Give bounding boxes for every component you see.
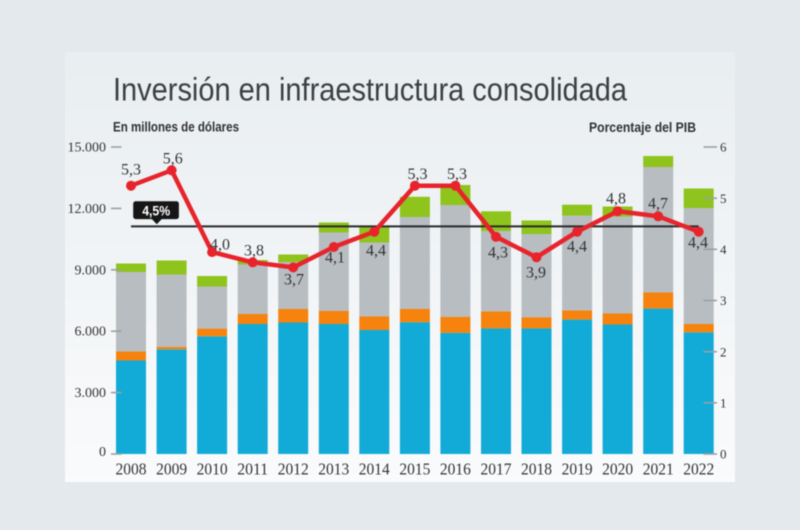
svg-text:4,0: 4,0 <box>210 236 230 253</box>
svg-text:6.000: 6.000 <box>75 325 107 340</box>
svg-text:2013: 2013 <box>318 460 349 479</box>
svg-text:0: 0 <box>720 447 727 462</box>
svg-text:3,8: 3,8 <box>244 242 264 259</box>
svg-text:4,1: 4,1 <box>325 249 345 266</box>
svg-text:2: 2 <box>720 344 727 359</box>
svg-text:2018: 2018 <box>521 460 552 479</box>
svg-text:2008: 2008 <box>116 460 147 479</box>
svg-text:5,3: 5,3 <box>121 161 141 178</box>
svg-text:5,6: 5,6 <box>163 150 183 167</box>
svg-text:2015: 2015 <box>399 460 430 479</box>
svg-text:5,3: 5,3 <box>408 166 428 183</box>
svg-text:12.000: 12.000 <box>68 202 107 217</box>
svg-text:En millones de dólares: En millones de dólares <box>113 120 239 135</box>
svg-text:4: 4 <box>720 242 727 257</box>
svg-text:4,8: 4,8 <box>606 190 626 207</box>
svg-text:1: 1 <box>720 395 727 410</box>
svg-text:2012: 2012 <box>278 460 309 479</box>
svg-text:4,3: 4,3 <box>488 244 508 261</box>
svg-text:3,9: 3,9 <box>526 264 546 281</box>
svg-text:2020: 2020 <box>602 460 633 479</box>
svg-text:2011: 2011 <box>237 460 268 479</box>
svg-text:15.000: 15.000 <box>68 141 107 156</box>
svg-text:5: 5 <box>720 191 727 206</box>
svg-text:Porcentaje del PIB: Porcentaje del PIB <box>589 120 696 135</box>
svg-text:2009: 2009 <box>156 460 187 479</box>
svg-text:3.000: 3.000 <box>75 386 107 401</box>
svg-text:4,4: 4,4 <box>366 242 386 259</box>
svg-text:2022: 2022 <box>683 460 714 479</box>
svg-text:6: 6 <box>720 140 727 155</box>
svg-text:4,7: 4,7 <box>648 195 668 212</box>
svg-text:0: 0 <box>99 445 106 460</box>
svg-text:2017: 2017 <box>481 460 512 479</box>
svg-text:2014: 2014 <box>359 460 390 479</box>
svg-text:2010: 2010 <box>197 460 228 479</box>
svg-text:Inversión en infraestructura c: Inversión en infraestructura consolidada <box>113 72 627 108</box>
svg-text:4,4: 4,4 <box>688 234 708 251</box>
svg-text:2019: 2019 <box>562 460 593 479</box>
svg-text:2021: 2021 <box>643 460 674 479</box>
svg-text:9.000: 9.000 <box>75 263 107 278</box>
svg-text:4,5%: 4,5% <box>142 203 170 219</box>
svg-text:5,3: 5,3 <box>447 166 467 183</box>
svg-text:2016: 2016 <box>440 460 471 479</box>
svg-text:4,4: 4,4 <box>567 238 587 255</box>
svg-text:3,7: 3,7 <box>284 271 304 288</box>
svg-text:3: 3 <box>720 293 727 308</box>
